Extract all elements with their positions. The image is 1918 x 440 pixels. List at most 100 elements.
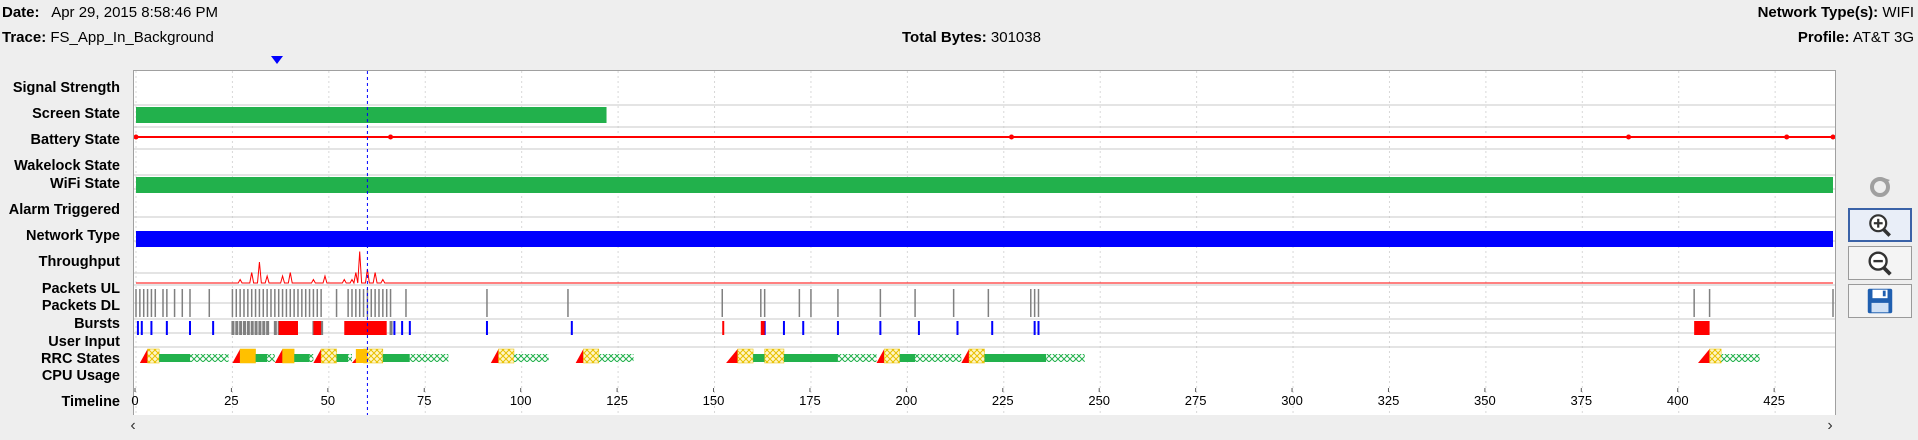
burst-blue <box>956 321 959 335</box>
network-wifi-bar <box>136 231 1833 247</box>
save-icon <box>1867 288 1893 314</box>
rrc-fach <box>282 349 295 363</box>
burst-blue <box>401 321 404 335</box>
date-label: Date: <box>2 4 40 21</box>
burst-blue <box>879 321 882 335</box>
burst-red <box>313 321 322 335</box>
row-label-cpu-usage: CPU Usage <box>41 368 120 384</box>
timeline-tick-label: 0 <box>131 393 138 408</box>
rrc-tail-high <box>1709 348 1722 364</box>
row-label-signal-strength: Signal Strength <box>12 80 120 96</box>
timeline-axis: 0 25 50 75 100 125 150 175 200 225 250 275 300 325 350… <box>131 388 1785 408</box>
refresh-button[interactable] <box>1848 170 1912 204</box>
screen-on-bar <box>136 107 607 123</box>
zoom-in-button[interactable] <box>1848 208 1912 242</box>
rrc-dch <box>159 354 190 362</box>
row-label-wakelock-state: Wakelock State <box>14 158 120 174</box>
burst-blue <box>136 321 139 335</box>
rrc-tail-high <box>883 348 900 364</box>
burst-blue <box>150 321 153 335</box>
rrc-tail-low <box>1721 354 1760 362</box>
rrc-promotion <box>961 349 970 363</box>
zoom-in-icon <box>1869 214 1891 237</box>
burst-blue <box>140 321 143 335</box>
burst-gray <box>246 321 250 335</box>
rrc-promotion <box>232 349 241 363</box>
row-label-timeline: Timeline <box>61 394 120 410</box>
horizontal-scrollbar[interactable]: ‹ › <box>123 415 1840 437</box>
timeline-tick-label: 25 <box>224 393 238 408</box>
time-cursor-handle[interactable] <box>268 54 288 66</box>
date-field: Date: Apr 29, 2015 8:58:46 PM <box>2 4 218 21</box>
rrc-tail-low <box>1046 354 1085 362</box>
trace-value: FS_App_In_Background <box>50 29 214 46</box>
network-types-field: Network Type(s): WIFI <box>1758 4 1914 21</box>
burst-gray <box>239 321 243 335</box>
rrc-promotion <box>726 349 738 363</box>
burst-blue <box>485 321 488 335</box>
rrc-promotion <box>1698 349 1710 363</box>
network-types-label: Network Type(s): <box>1757 4 1879 21</box>
rrc-tail-low <box>409 354 449 362</box>
total-bytes-field: Total Bytes: 301038 <box>902 29 1041 46</box>
rrc-fach <box>240 349 256 363</box>
burst-blue <box>393 321 396 335</box>
row-label-screen-state: Screen State <box>32 106 120 122</box>
burst-gray <box>389 321 393 335</box>
burst-gray <box>266 321 270 335</box>
burst-gray <box>235 321 239 335</box>
burst-gray <box>273 321 277 335</box>
rrc-tail-high <box>583 348 600 364</box>
burst-red <box>1694 321 1710 335</box>
burst-gray <box>242 321 246 335</box>
timeline-tick-label: 75 <box>417 393 431 408</box>
burst-gray <box>250 321 254 335</box>
battery-point <box>388 134 394 140</box>
battery-point <box>1008 134 1014 140</box>
trace-plot-area[interactable] <box>133 70 1836 422</box>
rrc-dch <box>336 354 349 362</box>
burst-gray <box>231 321 235 335</box>
row-label-bursts: Bursts <box>74 316 120 332</box>
save-button[interactable] <box>1848 284 1912 318</box>
rrc-promotion <box>274 349 283 363</box>
scroll-left-icon[interactable]: ‹ <box>130 417 136 434</box>
timeline-tick-label: 100 <box>510 393 532 408</box>
rrc-promotion <box>139 349 148 363</box>
rrc-tail-high <box>498 348 515 364</box>
rrc-tail-high <box>737 348 754 364</box>
profile-label: Profile: <box>1797 29 1850 46</box>
burst-red <box>344 321 387 335</box>
burst-gray <box>254 321 258 335</box>
profile-field: Profile: AT&T 3G <box>1798 29 1914 46</box>
rrc-tail-high <box>968 348 985 364</box>
rrc-dch <box>294 354 310 362</box>
burst-blue <box>188 321 191 335</box>
rrc-dch <box>984 354 1047 362</box>
zoom-out-button[interactable] <box>1848 246 1912 280</box>
rrc-tail-high <box>320 348 337 364</box>
battery-point <box>1830 134 1836 140</box>
row-label-packets-dl: Packets DL <box>41 298 120 314</box>
timeline-tick-label: 150 <box>703 393 725 408</box>
rrc-tail-low <box>309 354 314 362</box>
throughput-line <box>136 251 1833 285</box>
rrc-tail-low <box>348 354 352 362</box>
row-label-alarm-triggered: Alarm Triggered <box>8 202 120 218</box>
row-label-user-input: User Input <box>48 334 120 350</box>
scroll-right-icon[interactable]: › <box>1827 417 1833 434</box>
battery-point <box>1626 134 1632 140</box>
burst-blue <box>836 321 839 335</box>
refresh-icon <box>1870 177 1890 197</box>
rrc-dch <box>899 354 916 362</box>
wifi-on-bar <box>136 177 1833 193</box>
rrc-tail-low <box>915 354 962 362</box>
burst-red <box>278 321 298 335</box>
rrc-tail-high <box>764 348 785 364</box>
timeline-tick-label: 125 <box>606 393 628 408</box>
trace-chart <box>133 71 1836 421</box>
timeline-tick-label: 200 <box>896 393 918 408</box>
burst-blue <box>408 321 411 335</box>
rrc-promotion <box>876 349 885 363</box>
timeline-tick-label: 275 <box>1185 393 1207 408</box>
